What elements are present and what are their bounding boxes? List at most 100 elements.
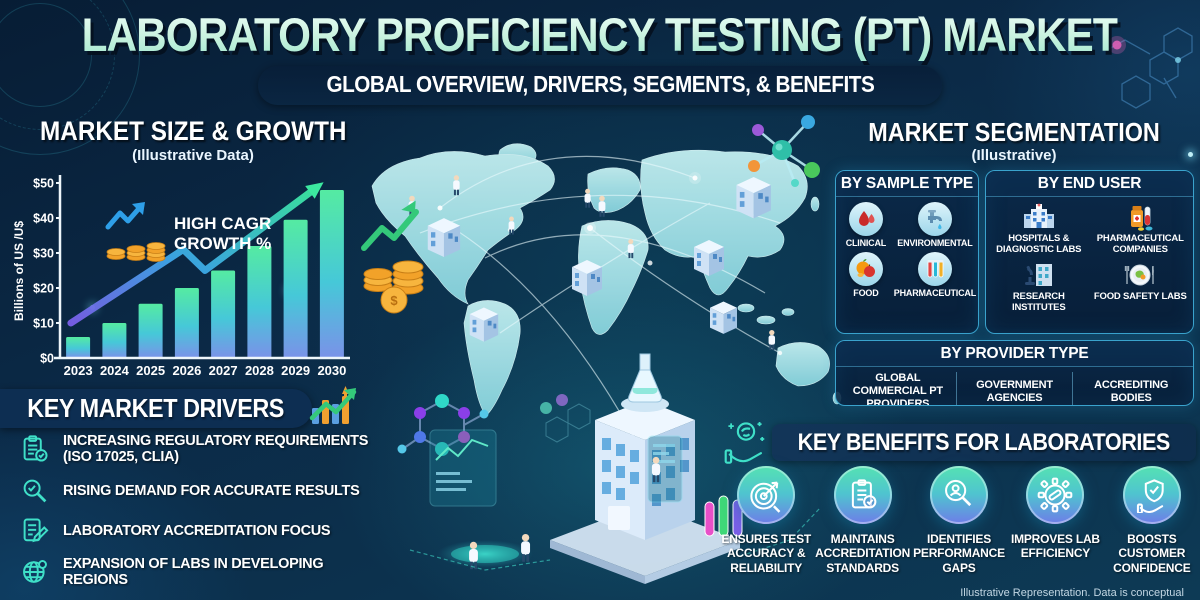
target-dart-icon [750, 481, 781, 513]
y-axis-ticks: $0 $10 $20 $30 $40 $50 [33, 177, 61, 366]
bar-2029 [283, 219, 308, 359]
x-tick-label: 2025 [136, 363, 165, 378]
microscope-building-icon [1024, 263, 1052, 286]
scientist-figure [521, 533, 531, 562]
blood-drop-icon [858, 211, 875, 226]
cagr-annotation-line2: GROWTH % [174, 234, 271, 253]
benefit-circle [1122, 466, 1181, 524]
segmentation-subtitle: (Illustrative) [971, 147, 1057, 164]
pill-bottle-icon [1131, 206, 1153, 231]
driver-label: EXPANSION OF LABS IN DEVELOPING REGIONS [63, 555, 324, 589]
y-axis-title: Billions of US /U$ [12, 221, 26, 321]
bar-2024 [102, 323, 127, 358]
x-tick-label: 2028 [245, 363, 274, 378]
benefit-item: ENSURES TEST ACCURACY & RELIABILITY [718, 466, 814, 575]
globe-icon [23, 560, 47, 583]
cagr-annotation-line1: HIGH CAGR [174, 214, 271, 233]
faucet-icon [927, 210, 942, 230]
hospital-icon [1023, 203, 1054, 228]
sample-type-header: BY SAMPLE TYPE [836, 171, 978, 197]
clipboard-check-icon [851, 479, 876, 509]
benefit-item: IMPROVES LAB EFFICIENCY [1007, 466, 1103, 575]
thin-hexagons [545, 403, 591, 443]
bar-2026 [174, 288, 199, 358]
bar-2030 [319, 190, 344, 358]
sample-type-label: PHARMACEUTICAL [893, 288, 976, 299]
scientist-figures [408, 175, 776, 351]
benefit-label: IDENTIFIES PERFORMANCE GAPS [913, 532, 1005, 575]
provider-type-item: GLOBAL COMMERCIAL PT PROVIDERS [852, 372, 943, 406]
chart-bars [66, 190, 344, 359]
end-user-label: PHARMACEUTICAL COMPANIES [1096, 233, 1184, 255]
flask-icon [628, 353, 662, 403]
end-user-label: FOOD SAFETY LABS [1093, 290, 1187, 302]
end-user-label: RESEARCH INSTITUTES [1012, 290, 1066, 313]
x-tick-label: 2030 [317, 363, 346, 378]
sample-type-item: ENVIRONMENTAL [894, 202, 976, 248]
benefit-label: MAINTAINS ACCREDITATION STANDARDS [815, 532, 911, 575]
driver-label: INCREASING REGULATORY REQUIREMENTS (ISO … [63, 433, 369, 466]
market-size-bar-chart: $0$10$20$30$40$50 2023 2024 2025 2026 2027 20… [12, 175, 350, 378]
shield-hand-icon [1136, 479, 1164, 513]
x-tick-label: 2023 [64, 363, 93, 378]
benefits-row: ENSURES TEST ACCURACY & RELIABILITY MAIN… [718, 466, 1200, 575]
market-size-subtitle: (Illustrative Data) [132, 147, 254, 164]
coin-stack-icon [106, 242, 166, 262]
y-tick-label: $0 [40, 352, 54, 366]
document-pen-icon [23, 518, 49, 542]
fruit-icon [856, 259, 875, 278]
bar-2027 [211, 270, 236, 358]
drivers-title: KEY MARKET DRIVERS [27, 393, 285, 423]
scientist-figure [469, 541, 478, 570]
subtitle-band: GLOBAL OVERVIEW, DRIVERS, SEGMENTS, & BE… [257, 66, 943, 105]
continents [371, 143, 842, 417]
benefit-label: BOOSTS CUSTOMER CONFIDENCE [1113, 532, 1191, 575]
bar-2028 [247, 246, 272, 358]
hand-care-icon [724, 422, 765, 464]
cagr-annotation: HIGH CAGR GROWTH % [105, 202, 271, 262]
network-arcs [419, 155, 781, 459]
benefits-title-band: KEY BENEFITS FOR LABORATORIES [772, 424, 1196, 461]
footer-disclaimer: Illustrative Representation. Data is con… [960, 587, 1184, 599]
molecule-3d-icon [748, 115, 820, 187]
benefit-item: MAINTAINS ACCREDITATION STANDARDS [814, 466, 910, 575]
page-title: LABORATORY PROFICIENCY TESTING (PT) MARK… [81, 8, 1119, 61]
hex-molecule-icon [397, 394, 489, 456]
growth-trend-arrow [67, 182, 324, 327]
end-user-item: PHARMACEUTICAL COMPANIES [1090, 202, 1192, 256]
y-tick-label: $20 [33, 282, 54, 296]
sample-type-item: FOOD [838, 252, 894, 298]
x-axis-labels: 2023 2024 2025 2026 2027 2028 2029 2030 [64, 363, 347, 378]
sample-type-item: PHARMACEUTICAL [894, 252, 976, 298]
driver-item: INCREASING REGULATORY REQUIREMENTS (ISO … [20, 433, 385, 466]
benefit-circle [930, 466, 989, 524]
end-user-item: FOOD SAFETY LABS [1090, 260, 1192, 314]
benefits-title: KEY BENEFITS FOR LABORATORIES [797, 428, 1171, 456]
benefit-item: IDENTIFIES PERFORMANCE GAPS [911, 466, 1007, 575]
page-subtitle: GLOBAL OVERVIEW, DRIVERS, SEGMENTS, & BE… [326, 71, 874, 97]
chart-axes [54, 175, 350, 360]
benefit-circle [833, 466, 892, 524]
clipboard-check-icon [23, 435, 48, 462]
header: LABORATORY PROFICIENCY TESTING (PT) MARK… [0, 0, 1200, 110]
end-user-header: BY END USER [986, 171, 1193, 197]
x-tick-label: 2026 [172, 363, 201, 378]
bar-2025 [138, 303, 163, 359]
magnifier-check-icon [23, 479, 47, 503]
svg-text:$: $ [390, 293, 398, 308]
dashboard-panel [647, 435, 683, 503]
sample-type-item: CLINICAL [838, 202, 894, 248]
driver-item: LABORATORY ACCREDITATION FOCUS [20, 516, 385, 546]
network-nodes [437, 172, 783, 356]
provider-type-item: GOVERNMENT AGENCIES [955, 372, 1073, 405]
benefit-label: ENSURES TEST ACCURACY & RELIABILITY [721, 532, 812, 575]
benefit-circle [737, 466, 796, 524]
segmentation-title: MARKET SEGMENTATION [868, 117, 1160, 147]
y-tick-label: $40 [33, 212, 54, 226]
y-tick-label: $10 [33, 317, 54, 331]
food-plate-icon [1125, 264, 1155, 286]
x-tick-label: 2027 [209, 363, 238, 378]
end-user-label: HOSPITALS & DIAGNOSTIC LABS [996, 233, 1082, 255]
end-user-item: RESEARCH INSTITUTES [988, 260, 1090, 314]
benefit-label: IMPROVES LAB EFFICIENCY [1010, 532, 1100, 561]
